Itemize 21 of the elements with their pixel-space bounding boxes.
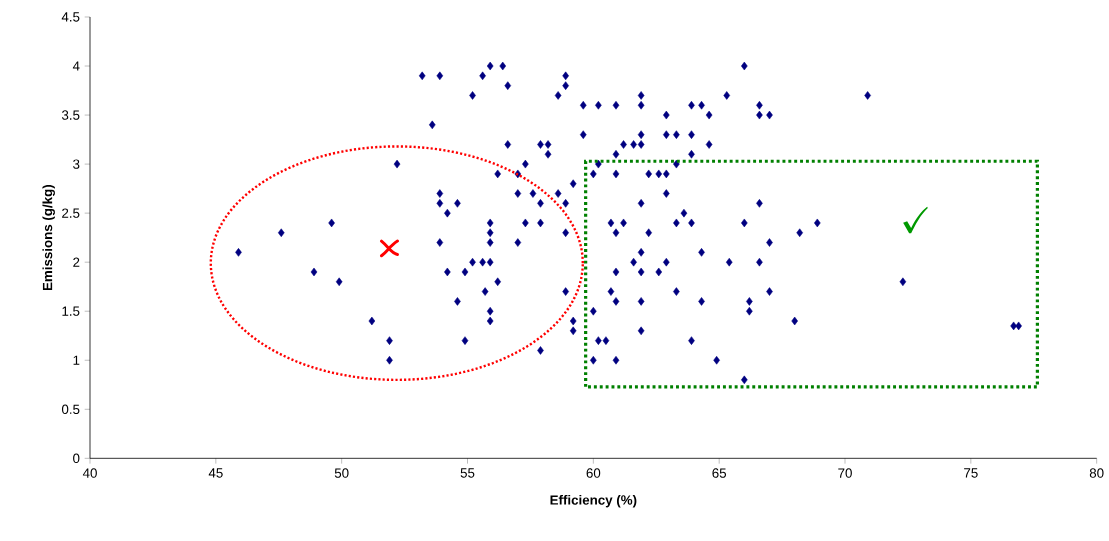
y-tick-label: 2.5 — [62, 208, 80, 218]
y-tick-label: 3.5 — [61, 110, 80, 120]
y-tick-label: 4.5 — [61, 12, 80, 22]
x-tick-label: 50 — [334, 468, 349, 478]
y-tick-label: 3 — [73, 159, 80, 169]
x-tick-label: 45 — [208, 468, 223, 478]
x-tick-label: 70 — [838, 468, 852, 478]
x-tick-label: 55 — [460, 468, 475, 478]
x-axis-title: Efficiency (%) — [550, 494, 637, 508]
y-tick-label: 4 — [72, 61, 80, 71]
x-tick-label: 75 — [964, 468, 978, 478]
x-tick-label: 40 — [82, 468, 97, 478]
y-tick-label: 1 — [73, 355, 80, 365]
x-tick-label: 60 — [586, 468, 601, 478]
x-tick-label: 65 — [712, 468, 727, 478]
y-tick-label: 2 — [73, 257, 80, 267]
y-tick-label: 0 — [73, 453, 80, 464]
x-tick-label: 80 — [1089, 468, 1104, 478]
y-tick-label: 1.5 — [62, 306, 80, 316]
y-tick-label: 0.5 — [61, 404, 80, 414]
y-axis-title: Emissions (g/kg) — [42, 184, 55, 291]
